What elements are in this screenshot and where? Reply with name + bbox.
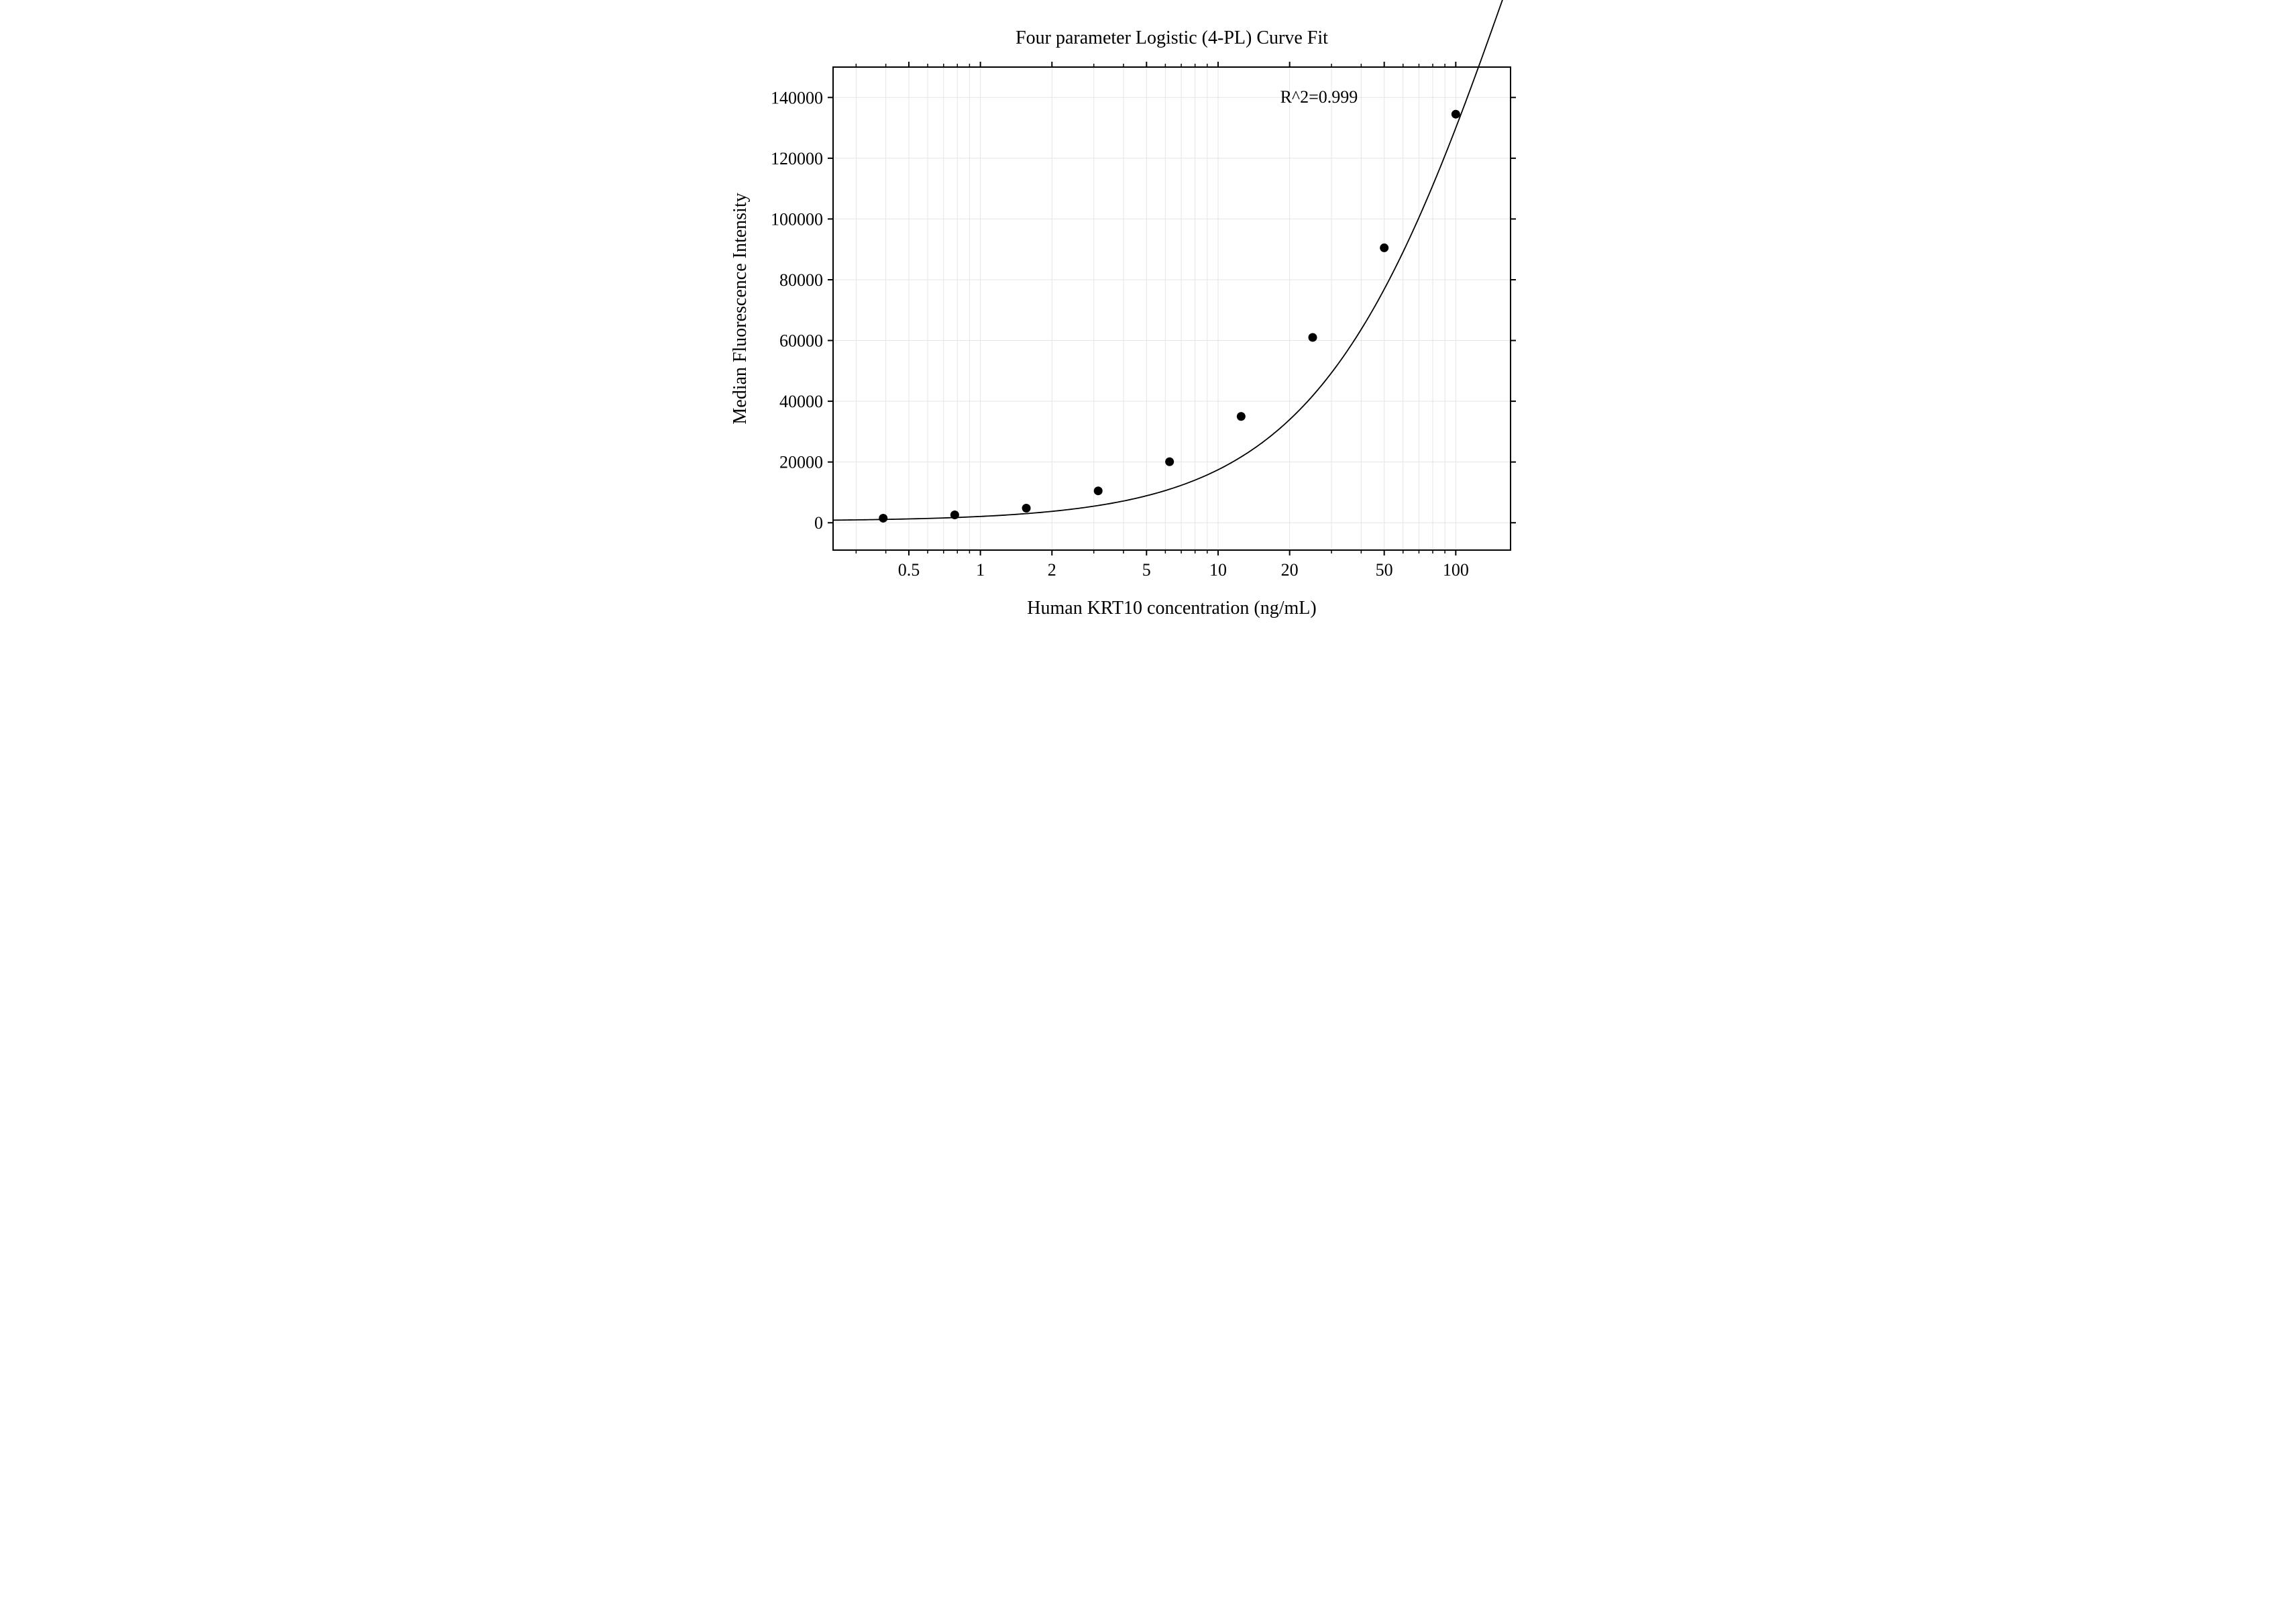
- x-tick-label: 2: [1047, 560, 1056, 580]
- y-tick-label: 0: [814, 513, 823, 533]
- data-point: [1165, 458, 1174, 466]
- y-tick-label: 40000: [779, 392, 823, 411]
- y-tick-label: 80000: [779, 270, 823, 290]
- y-tick-label: 20000: [779, 453, 823, 472]
- x-axis-label: Human KRT10 concentration (ng/mL): [1027, 598, 1316, 619]
- data-point: [1380, 244, 1388, 252]
- x-tick-label: 20: [1280, 560, 1298, 580]
- x-tick-label: 5: [1142, 560, 1150, 580]
- chart-title: Four parameter Logistic (4-PL) Curve Fit: [1016, 28, 1328, 48]
- data-point: [1022, 504, 1030, 513]
- y-tick-label: 120000: [771, 149, 823, 168]
- plot-frame: [833, 67, 1511, 550]
- fitted-curve: [833, 0, 1511, 520]
- x-tick-label: 50: [1375, 560, 1392, 580]
- y-tick-label: 100000: [771, 209, 823, 229]
- r-squared-annotation: R^2=0.999: [1280, 87, 1358, 107]
- y-tick-label: 140000: [771, 88, 823, 107]
- data-point: [1236, 412, 1245, 421]
- x-tick-label: 10: [1209, 560, 1226, 580]
- data-points: [879, 110, 1460, 523]
- chart-container: Four parameter Logistic (4-PL) Curve Fit…: [645, 0, 1651, 703]
- x-tick-label: 1: [976, 560, 985, 580]
- data-point: [879, 514, 887, 523]
- y-axis-label: Median Fluorescence Intensity: [730, 193, 751, 424]
- data-point: [1308, 333, 1317, 342]
- data-point: [1451, 110, 1460, 119]
- chart-svg: Four parameter Logistic (4-PL) Curve Fit…: [645, 0, 1651, 703]
- grid: [833, 67, 1511, 550]
- y-tick-label: 60000: [779, 331, 823, 351]
- x-tick-label: 100: [1442, 560, 1468, 580]
- data-point: [1093, 486, 1102, 495]
- data-point: [950, 511, 959, 519]
- x-tick-label: 0.5: [897, 560, 920, 580]
